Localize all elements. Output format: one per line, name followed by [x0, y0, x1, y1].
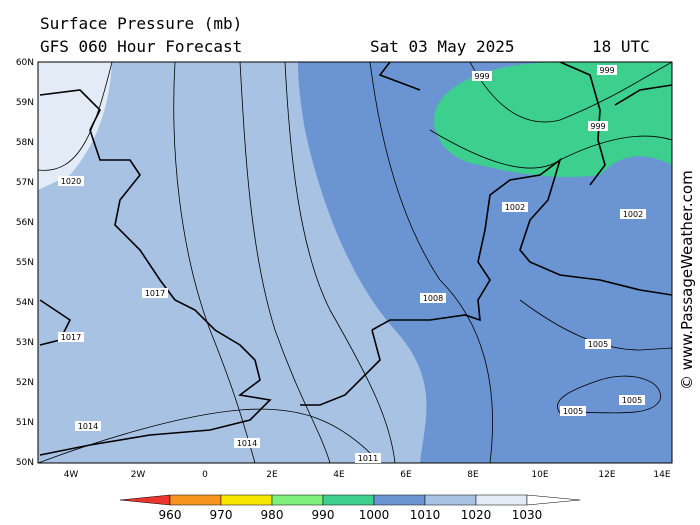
isobar-label: 1005 — [563, 407, 583, 416]
lon-label: 12E — [598, 470, 615, 480]
lon-label: 2W — [131, 470, 146, 480]
lon-label: 8E — [467, 470, 479, 480]
isobars — [38, 62, 672, 463]
lon-label: 6E — [400, 470, 412, 480]
band-990-1000 — [433, 62, 672, 177]
isobar-label: 1011 — [358, 454, 378, 463]
colorbar-arrow-high — [526, 494, 581, 506]
lat-label: 60N — [16, 58, 34, 68]
colorbar-label: 990 — [312, 508, 335, 522]
isobar-label: 999 — [474, 72, 489, 81]
isobar-label: 1005 — [622, 396, 642, 405]
lat-label: 53N — [16, 338, 34, 348]
lat-label: 51N — [16, 418, 34, 428]
coastlines — [39, 62, 672, 456]
lat-label: 55N — [16, 258, 34, 268]
lat-label: 56N — [16, 218, 34, 228]
lat-label: 57N — [16, 178, 34, 188]
isobar-label: 1017 — [61, 333, 81, 342]
lon-label: 14E — [653, 470, 670, 480]
forecast-date: Sat 03 May 2025 — [370, 37, 515, 56]
map-area — [38, 62, 672, 463]
lat-label: 50N — [16, 458, 34, 468]
credit-watermark: © www.PassageWeather.com — [678, 170, 696, 390]
map-subtitle: GFS 060 Hour Forecast — [40, 37, 243, 56]
colorbar-label: 1010 — [410, 508, 441, 522]
latitude-axis: 60N 59N 58N 57N 56N 55N 54N 53N 52N 51N … — [16, 58, 34, 468]
isobar-label: 1014 — [78, 422, 98, 431]
colorbar-label: 1000 — [359, 508, 390, 522]
lon-label: 4E — [333, 470, 345, 480]
lat-label: 58N — [16, 138, 34, 148]
longitude-axis: 4W 2W 0 2E 4E 6E 8E 10E 12E 14E — [64, 470, 671, 480]
colorbar-segment — [271, 494, 324, 506]
colorbar-segment — [220, 494, 273, 506]
colorbar-segment — [169, 494, 222, 506]
colorbar-label: 970 — [210, 508, 233, 522]
colorbar-label: 1020 — [461, 508, 492, 522]
lon-label: 2E — [266, 470, 278, 480]
lat-label: 59N — [16, 98, 34, 108]
isobar-label: 999 — [599, 66, 614, 75]
colorbar-label: 980 — [261, 508, 284, 522]
colorbar-segment — [322, 494, 375, 506]
isobar-label: 1008 — [423, 294, 443, 303]
lon-label: 0 — [202, 470, 208, 480]
isobar-label: 1017 — [145, 289, 165, 298]
pressure-colorbar: 960 970 980 990 1000 1010 1020 1030 — [119, 494, 581, 522]
colorbar-arrow-low — [119, 494, 171, 506]
isobar-label: 1002 — [505, 203, 525, 212]
forecast-time: 18 UTC — [592, 37, 650, 56]
colorbar-label: 960 — [159, 508, 182, 522]
isobar-label: 999 — [590, 122, 605, 131]
colorbar-segment — [424, 494, 477, 506]
isobar-label: 1005 — [588, 340, 608, 349]
colorbar-label: 1030 — [512, 508, 543, 522]
isobar-labels: 1020 1017 1017 1014 1014 1011 1008 1005 … — [58, 65, 646, 463]
colorbar-segment — [373, 494, 426, 506]
isobar-label: 1020 — [61, 177, 81, 186]
lon-label: 10E — [531, 470, 548, 480]
colorbar-segment — [475, 494, 528, 506]
map-title: Surface Pressure (mb) — [40, 14, 243, 33]
isobar-label: 1002 — [623, 210, 643, 219]
lat-label: 52N — [16, 378, 34, 388]
lat-label: 54N — [16, 298, 34, 308]
isobar-label: 1014 — [237, 439, 257, 448]
band-1020-1030 — [38, 62, 112, 190]
lon-label: 4W — [64, 470, 79, 480]
